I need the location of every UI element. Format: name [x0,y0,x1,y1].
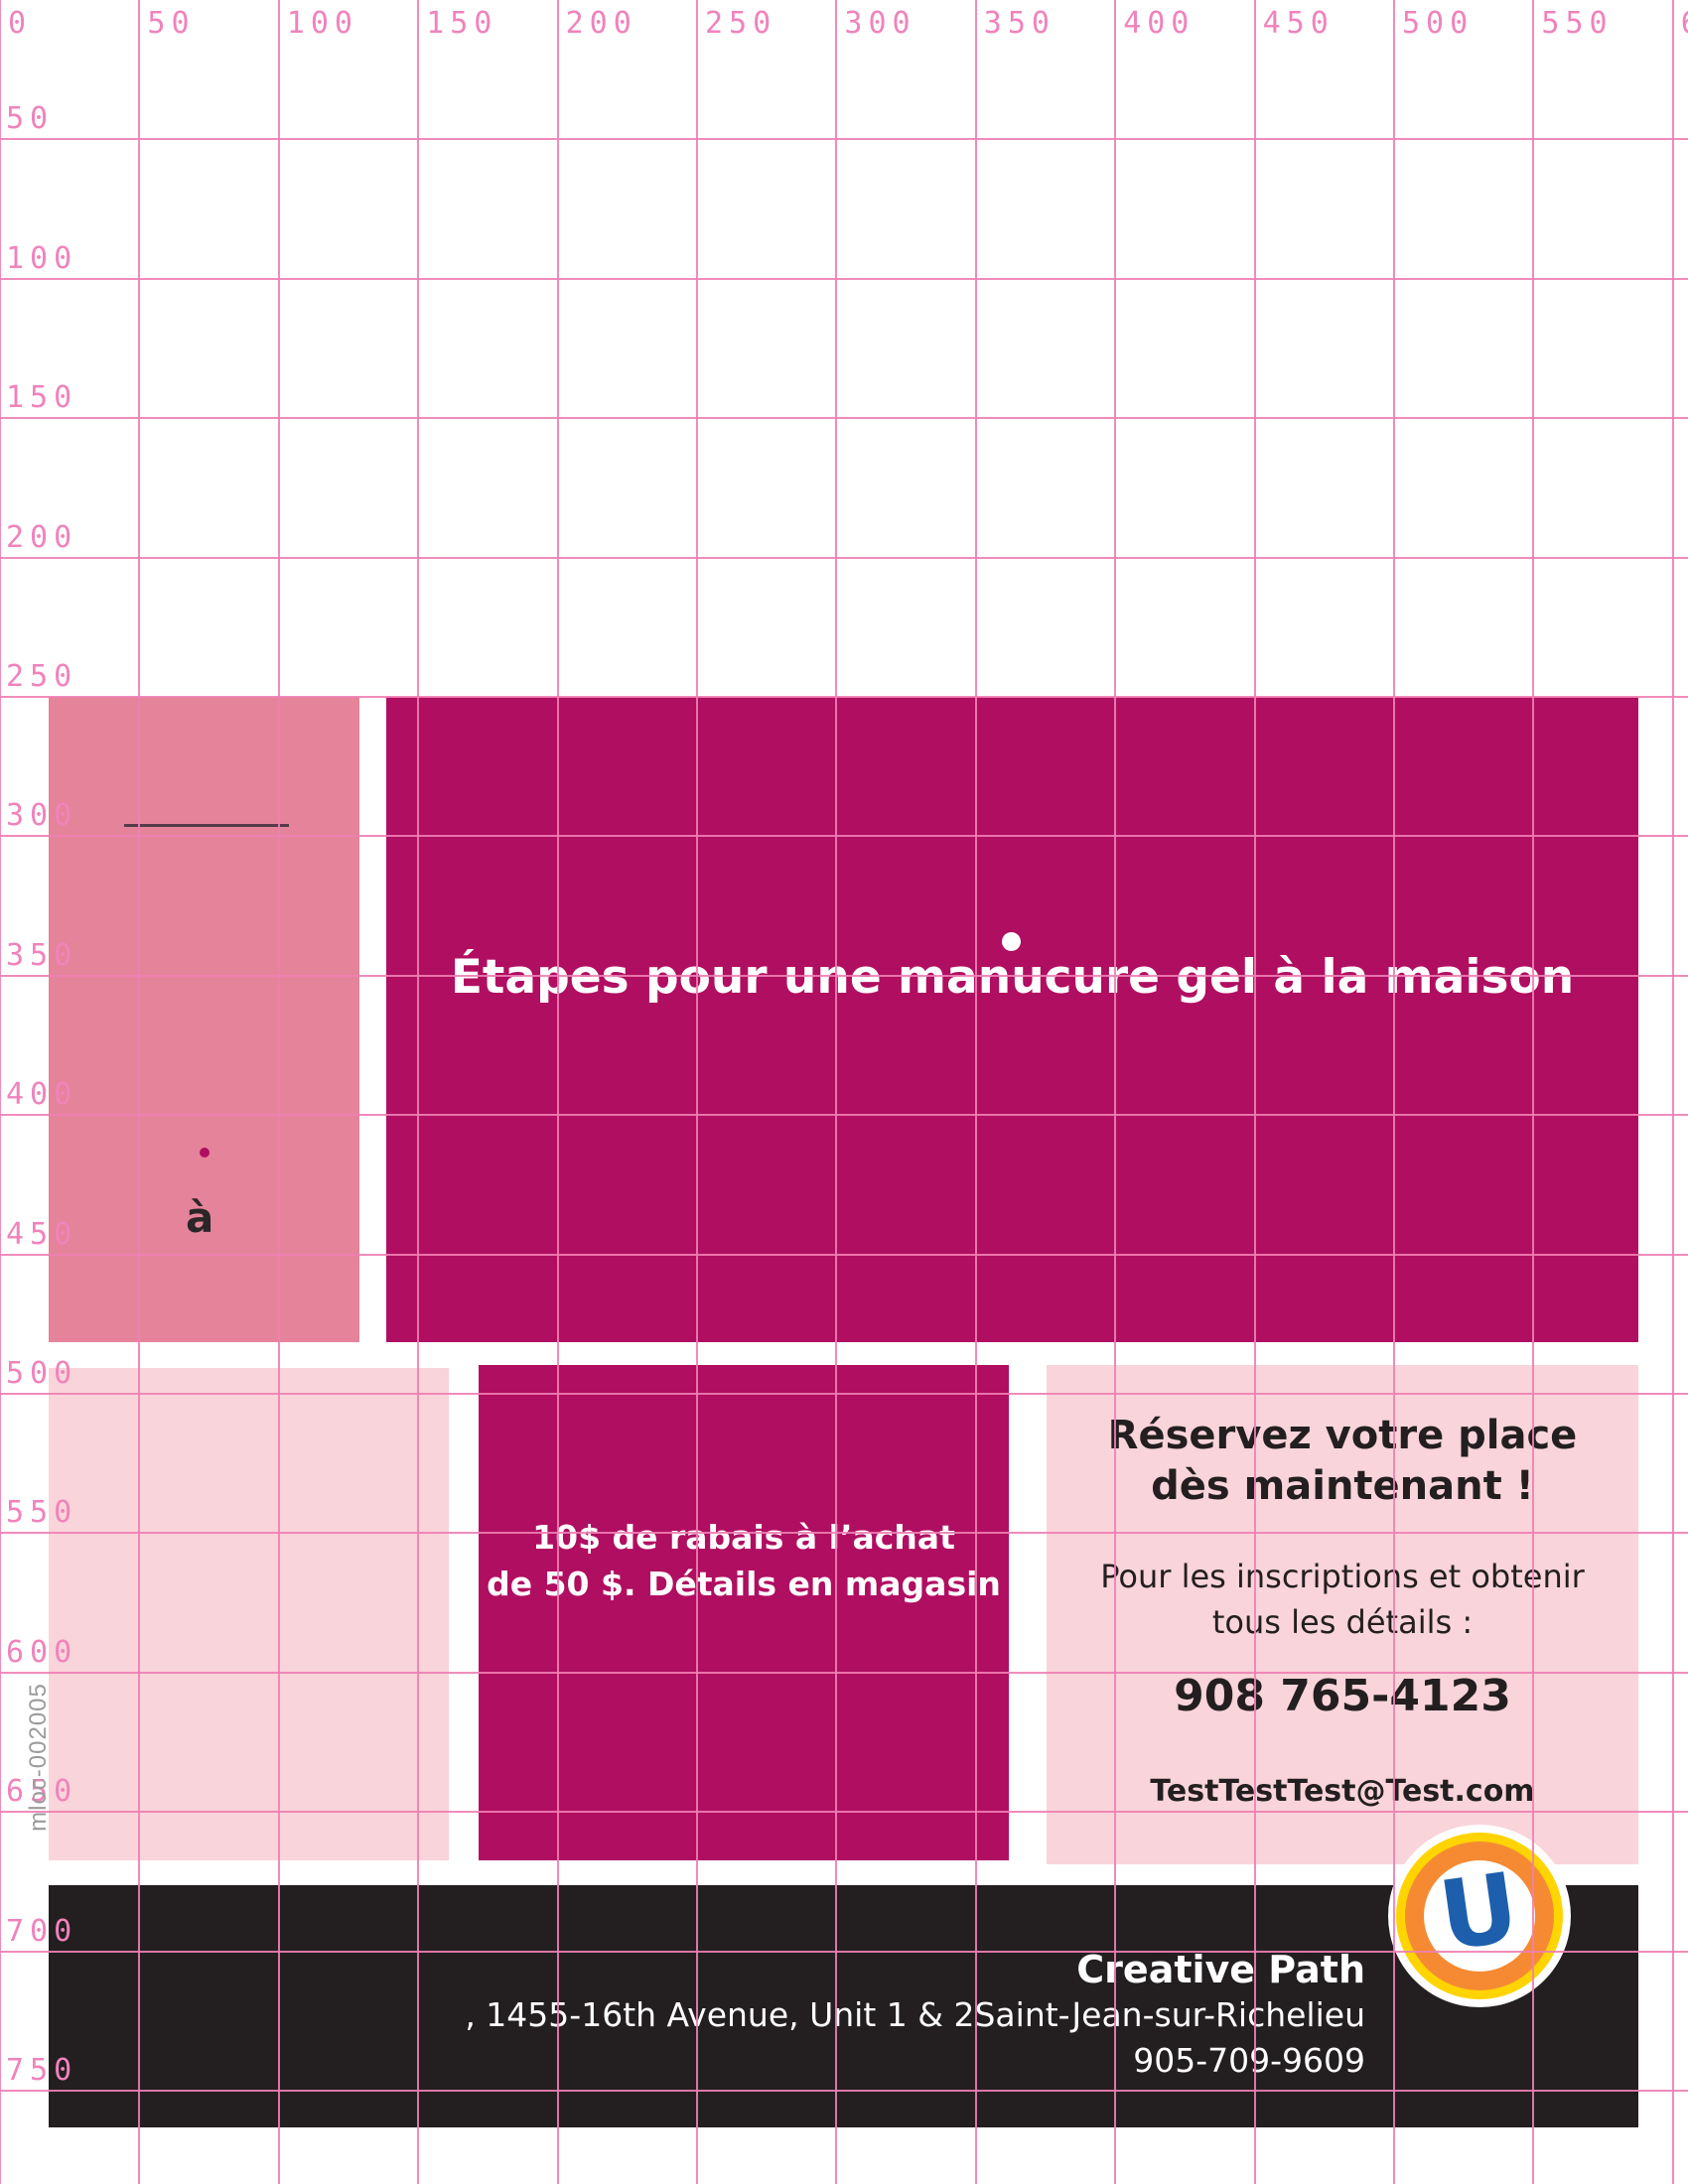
ruler-top-label: 600 [1681,6,1688,41]
footer-bar: Creative Path , 1455-16th Avenue, Unit 1… [49,1825,1638,2127]
ruler-top-label: 0 [8,6,33,41]
logo-orange-ring: U [1405,1842,1554,1990]
logo-core: U [1424,1851,1535,1973]
ruler-top-label: 200 [565,6,637,41]
store-logo: U [1388,1825,1571,2007]
dark-line-segment [124,824,289,827]
ruler-top-label: 250 [705,6,777,41]
store-phone: 905-709-9609 [1133,2041,1365,2080]
grid-hline [0,277,1688,280]
ruler-left-label: 200 [6,519,78,555]
booking-email: TestTestTest@Test.com [1150,1774,1535,1809]
artboard-code: mloc-002005 [25,1683,52,1832]
rose-side-panel: à [49,697,359,1342]
hero-banner: Étapes pour une manucure gel à la maison [386,697,1638,1342]
ruler-top-label: 450 [1262,6,1335,41]
logo-yellow-ring: U [1396,1833,1563,1999]
booking-body-line-1: Pour les inscriptions et obtenir [1100,1558,1585,1595]
ruler-top-label: 300 [844,6,916,41]
booking-body: Pour les inscriptions et obtenir tous le… [1047,1554,1638,1645]
booking-heading-line-2: dès maintenant ! [1151,1463,1534,1509]
ruler-top-label: 50 [147,6,196,41]
grid-vline [1671,0,1674,2184]
promo-panel: 10$ de rabais à l’achat de 50 $. Détails… [479,1365,1009,1860]
grid-hline [0,417,1688,420]
stray-letter: à [186,1193,214,1242]
ruler-left-label: 100 [6,240,78,276]
booking-phone: 908 765-4123 [1174,1671,1511,1721]
ruler-top-label: 500 [1402,6,1475,41]
white-dot [1002,932,1021,951]
ruler-left-label: 150 [6,380,78,416]
booking-body-line-2: tous les détails : [1211,1603,1474,1641]
store-name: Creative Path [1076,1948,1365,1991]
ruler-top-label: 100 [286,6,358,41]
promo-line-1: 10$ de rabais à l’achat [532,1518,955,1557]
ruler-top-label: 400 [1123,6,1196,41]
ruler-left-label: 250 [6,659,78,694]
footer-text: Creative Path , 1455-16th Avenue, Unit 1… [465,1947,1365,2084]
promo-text: 10$ de rabais à l’achat de 50 $. Détails… [479,1514,1009,1607]
ruler-top-label: 550 [1541,6,1614,41]
logo-u-letter: U [1433,1851,1525,1973]
ruler-top-label: 150 [426,6,498,41]
magenta-dot [200,1148,210,1158]
booking-panel: Réservez votre place dès maintenant ! Po… [1047,1365,1638,1864]
promo-line-2: de 50 $. Détails en magasin [487,1565,1001,1603]
grid-hline [0,138,1688,141]
grid-hline [0,556,1688,559]
ruler-left-label: 50 [6,101,55,137]
booking-heading: Réservez votre place dès maintenant ! [1047,1411,1638,1512]
store-address: , 1455-16th Avenue, Unit 1 & 2Saint-Jean… [465,1995,1365,2034]
ruler-top-label: 350 [983,6,1055,41]
hero-title: Étapes pour une manucure gel à la maison [450,950,1575,1005]
grid-vline [0,0,1,2184]
left-pink-panel [49,1368,449,1860]
booking-heading-line-1: Réservez votre place [1107,1413,1578,1458]
